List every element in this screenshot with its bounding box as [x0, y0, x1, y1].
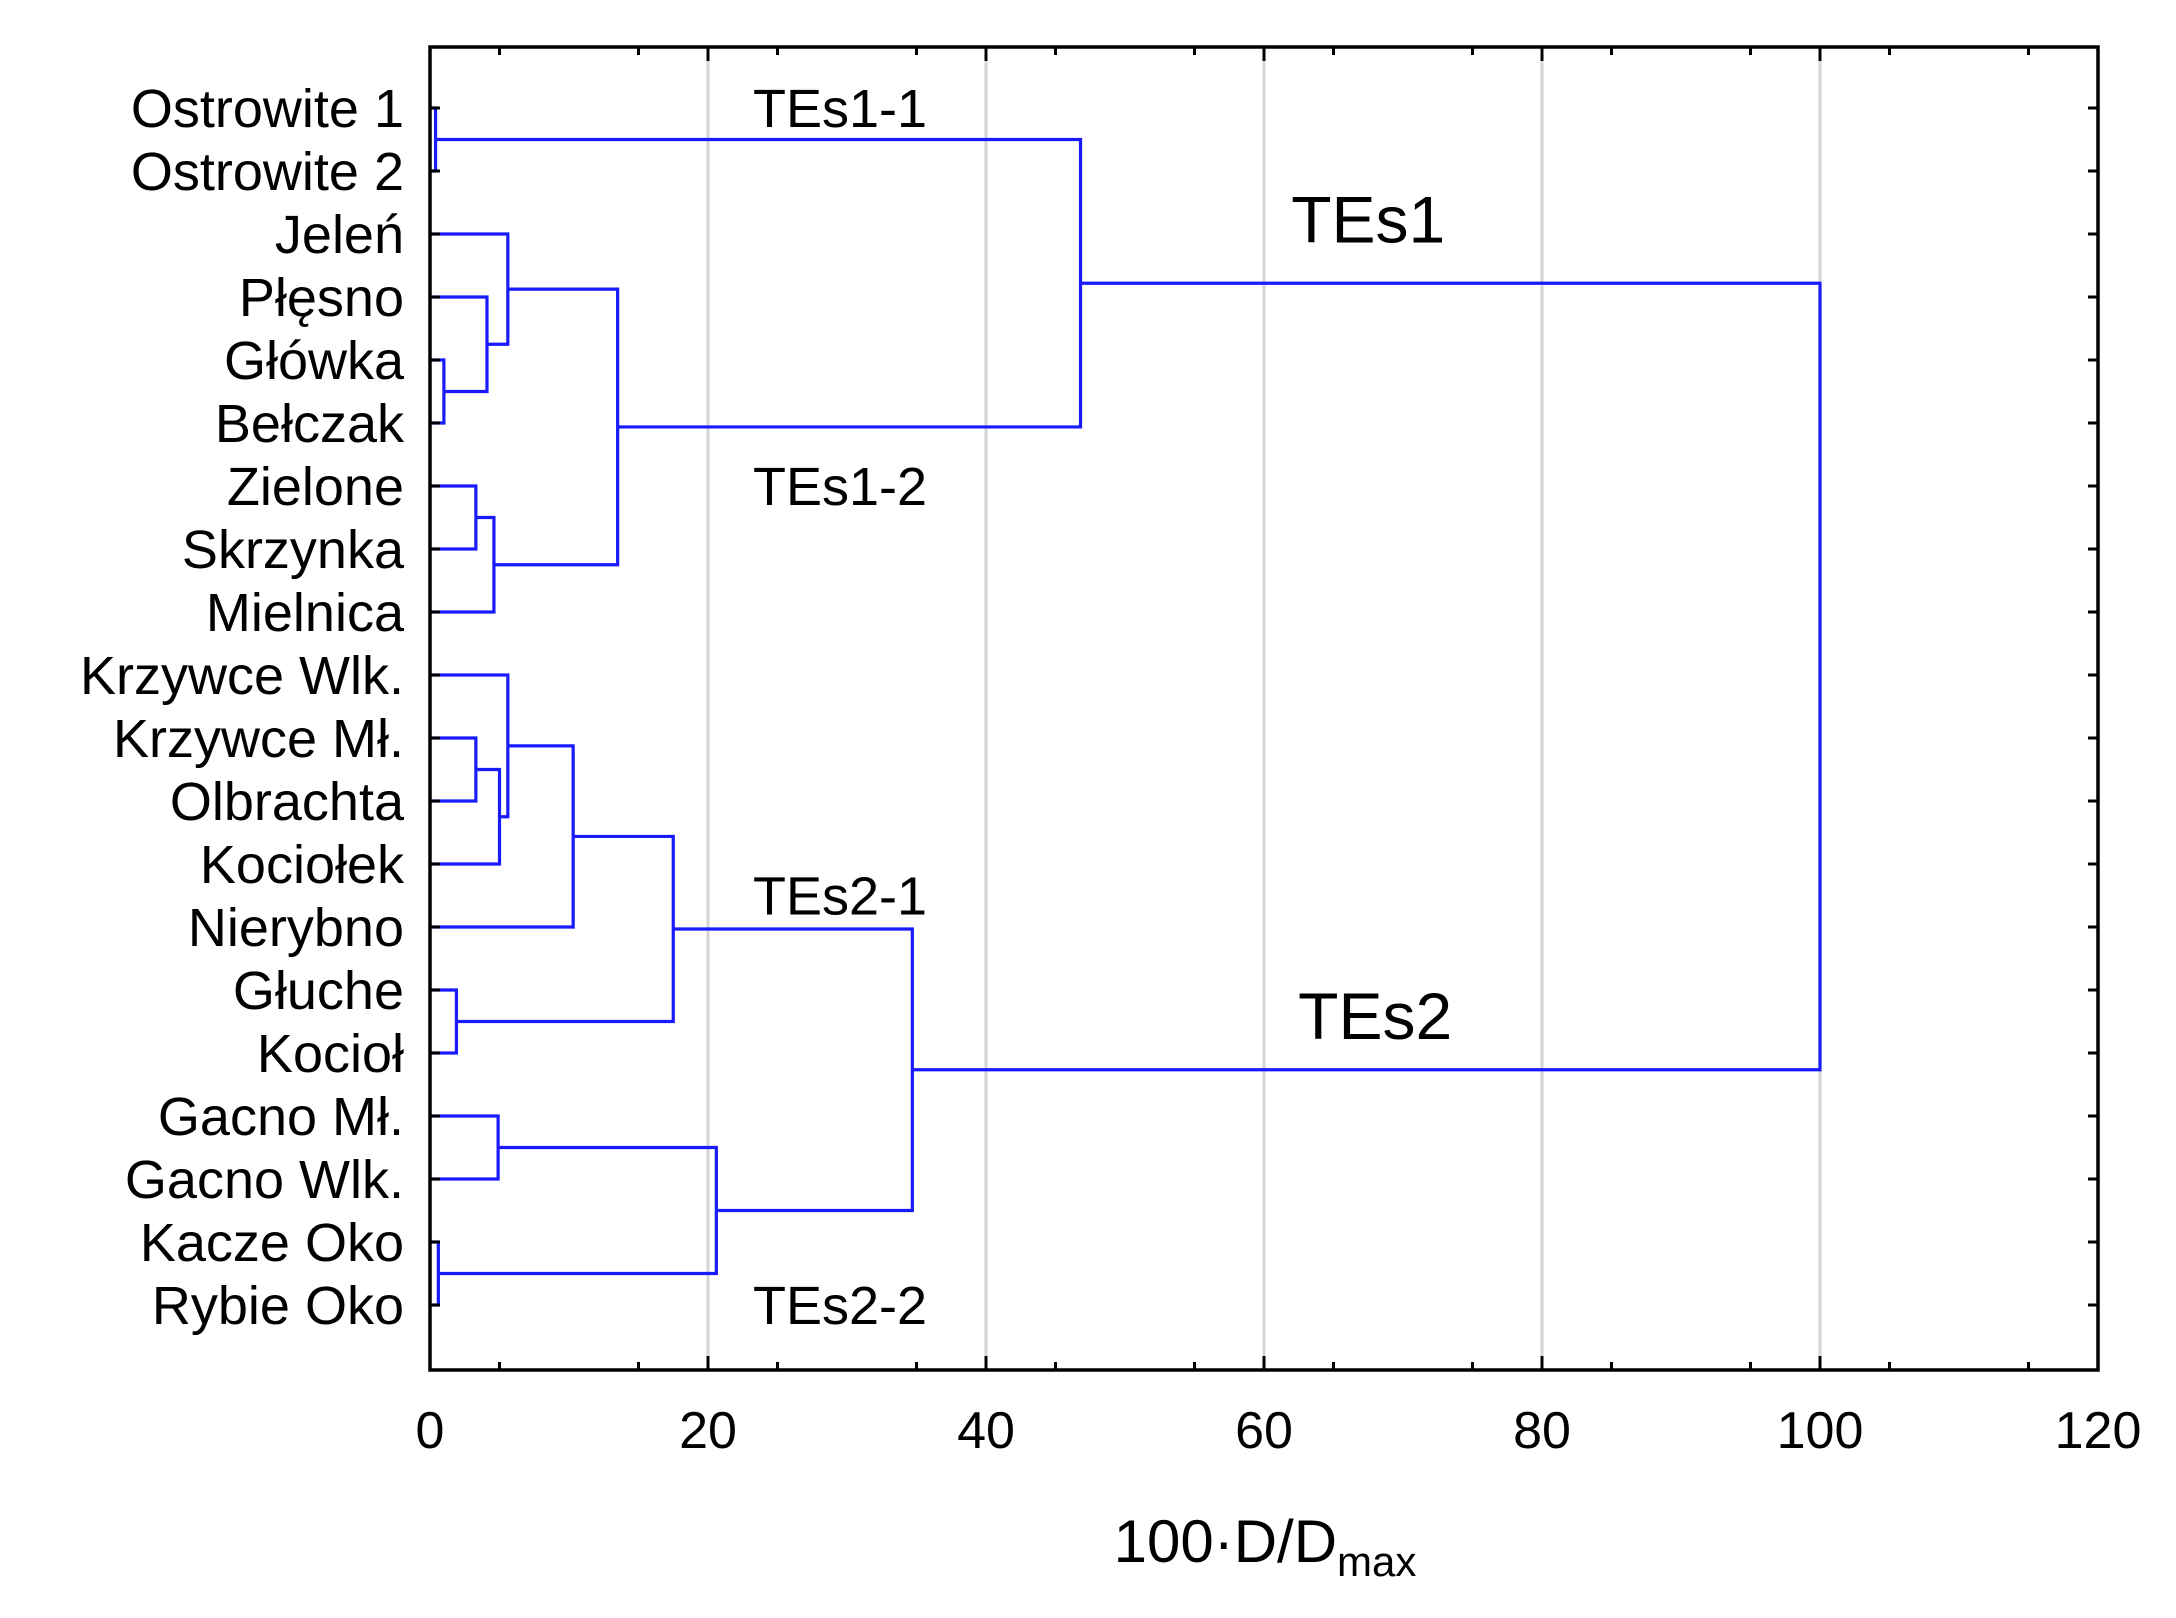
grid-lines [706, 47, 1822, 1370]
x-tick-label: 60 [1235, 1402, 1293, 1460]
x-axis-title-main: 100·D/D [1114, 1508, 1337, 1575]
cluster-annotation: TEs2-2 [753, 1276, 927, 1336]
cluster-annotation: TEs1-2 [753, 457, 927, 517]
leaf-label: Olbrachta [170, 772, 405, 832]
leaf-label: Skrzynka [182, 520, 405, 580]
leaf-label: Bełczak [215, 394, 405, 454]
dendrogram-link-C11 [430, 673, 510, 819]
dendrogram-link-C15 [430, 1114, 500, 1181]
leaf-label: Zielone [227, 457, 404, 517]
x-tick-label: 100 [1777, 1402, 1864, 1460]
leaf-label: Kociołek [200, 835, 405, 895]
dendrogram-link-C17 [438, 1145, 718, 1276]
x-tick-label: 20 [679, 1402, 737, 1460]
x-axis-title-subscript: max [1337, 1538, 1416, 1585]
leaf-label: Krzywce Wlk. [80, 646, 404, 706]
leaf-label: Gacno Wlk. [125, 1150, 404, 1210]
dendrogram-link-C13 [430, 988, 459, 1055]
leaf-label: Rybie Oko [152, 1276, 404, 1336]
leaf-label: Nierybno [188, 898, 404, 958]
dendrogram-links [430, 106, 1822, 1307]
leaf-label: Kacze Oko [140, 1213, 404, 1273]
leaf-label: Jeleń [275, 205, 404, 265]
dendrogram-link-C10 [430, 767, 502, 866]
dendrogram-link-C12 [430, 744, 575, 929]
dendrogram-link-C19 [912, 281, 1822, 1072]
cluster-annotation: TEs2-1 [753, 867, 927, 927]
leaf-label: Mielnica [206, 583, 405, 643]
leaf-label: Główka [224, 331, 405, 391]
x-tick-label: 80 [1513, 1402, 1571, 1460]
x-tick-label: 120 [2055, 1402, 2142, 1460]
cluster-annotation: TEs1-1 [753, 79, 927, 139]
leaf-label: Głuche [233, 961, 404, 1021]
dendrogram-link-C5 [430, 484, 478, 551]
dendrogram-link-C6 [430, 515, 496, 614]
dendrogram-link-C7 [493, 287, 620, 567]
dendrogram-link-C8 [435, 137, 1083, 429]
cluster-annotation: TEs1 [1291, 182, 1445, 256]
leaf-label: Ostrowite 2 [131, 142, 404, 202]
dendrogram-link-C4 [430, 232, 510, 346]
cluster-annotations: TEs1-1 TEs1-2 TEs1 TEs2-1 TEs2 TEs2-2 [753, 79, 1452, 1336]
leaf-label: Płęsno [239, 268, 404, 328]
x-tick-label: 0 [416, 1402, 445, 1460]
leaf-label: Kocioł [257, 1024, 404, 1084]
leaf-label: Krzywce Mł. [113, 709, 404, 769]
leaf-label: Gacno Mł. [158, 1087, 404, 1147]
leaf-label: Ostrowite 1 [131, 79, 404, 139]
cluster-annotation: TEs2 [1298, 979, 1452, 1053]
dendrogram-link-C3 [430, 295, 489, 394]
axis-ticks [428, 47, 2100, 1370]
dendrogram-link-C2 [430, 358, 446, 425]
x-tick-label: 40 [957, 1402, 1015, 1460]
dendrogram-link-C9 [430, 736, 478, 803]
x-axis-title: 100·D/Dmax [1114, 1508, 1417, 1585]
x-tick-labels: 0 20 40 60 80 100 120 [416, 1402, 2142, 1460]
